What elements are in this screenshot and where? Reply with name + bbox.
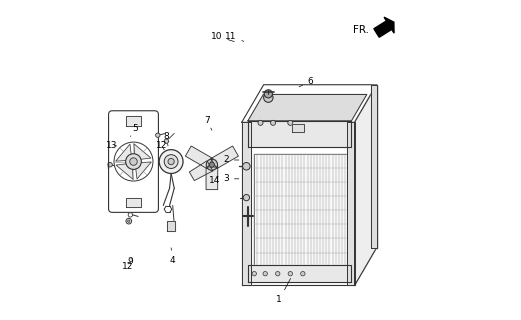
Polygon shape [211,146,239,169]
Polygon shape [374,21,392,37]
Polygon shape [355,85,377,285]
Polygon shape [126,116,141,125]
Polygon shape [206,167,218,189]
Circle shape [126,154,141,169]
Text: 14: 14 [209,176,221,185]
Text: 6: 6 [299,77,314,87]
Polygon shape [134,144,151,159]
Circle shape [156,133,160,137]
Polygon shape [248,121,352,148]
Polygon shape [384,17,394,33]
Polygon shape [347,122,355,285]
Polygon shape [371,85,377,248]
Circle shape [264,93,273,102]
Circle shape [108,163,113,167]
Circle shape [206,159,218,170]
Polygon shape [242,122,355,285]
Text: 7: 7 [204,116,212,130]
Circle shape [288,271,292,276]
Polygon shape [189,161,213,180]
Text: 8: 8 [164,132,169,146]
Circle shape [164,155,178,168]
Polygon shape [242,85,377,122]
Circle shape [288,120,293,125]
Text: 12: 12 [121,262,133,271]
Polygon shape [116,164,133,179]
Polygon shape [264,85,377,248]
Text: 1: 1 [277,278,291,304]
Polygon shape [254,154,349,267]
Circle shape [252,271,256,276]
Circle shape [270,120,276,125]
Circle shape [164,139,169,143]
Circle shape [264,90,272,98]
Polygon shape [248,94,367,121]
Polygon shape [248,265,352,282]
Circle shape [243,195,250,201]
Text: 11: 11 [225,32,244,41]
Circle shape [301,271,305,276]
Text: 4: 4 [170,248,176,265]
Text: FR.: FR. [353,25,369,35]
Text: 10: 10 [211,32,234,42]
Circle shape [114,142,153,181]
Polygon shape [292,124,304,132]
Circle shape [130,158,137,165]
Polygon shape [185,146,213,169]
Circle shape [128,213,132,217]
FancyBboxPatch shape [108,111,158,212]
Text: 13: 13 [106,141,117,150]
Circle shape [168,158,174,165]
Polygon shape [113,115,155,209]
Text: 9: 9 [128,257,133,267]
Circle shape [243,163,250,170]
Polygon shape [116,144,131,161]
Circle shape [209,162,215,167]
Polygon shape [167,221,175,230]
Polygon shape [355,85,377,285]
Text: 3: 3 [223,174,239,183]
Circle shape [276,271,280,276]
Circle shape [128,220,130,222]
Circle shape [159,150,183,173]
Polygon shape [242,122,251,285]
Polygon shape [135,162,151,179]
Circle shape [263,271,267,276]
Circle shape [258,120,263,125]
Circle shape [126,218,132,224]
Text: 2: 2 [223,156,239,164]
Polygon shape [126,198,141,207]
Text: 12: 12 [156,141,167,150]
Text: 5: 5 [130,124,138,136]
